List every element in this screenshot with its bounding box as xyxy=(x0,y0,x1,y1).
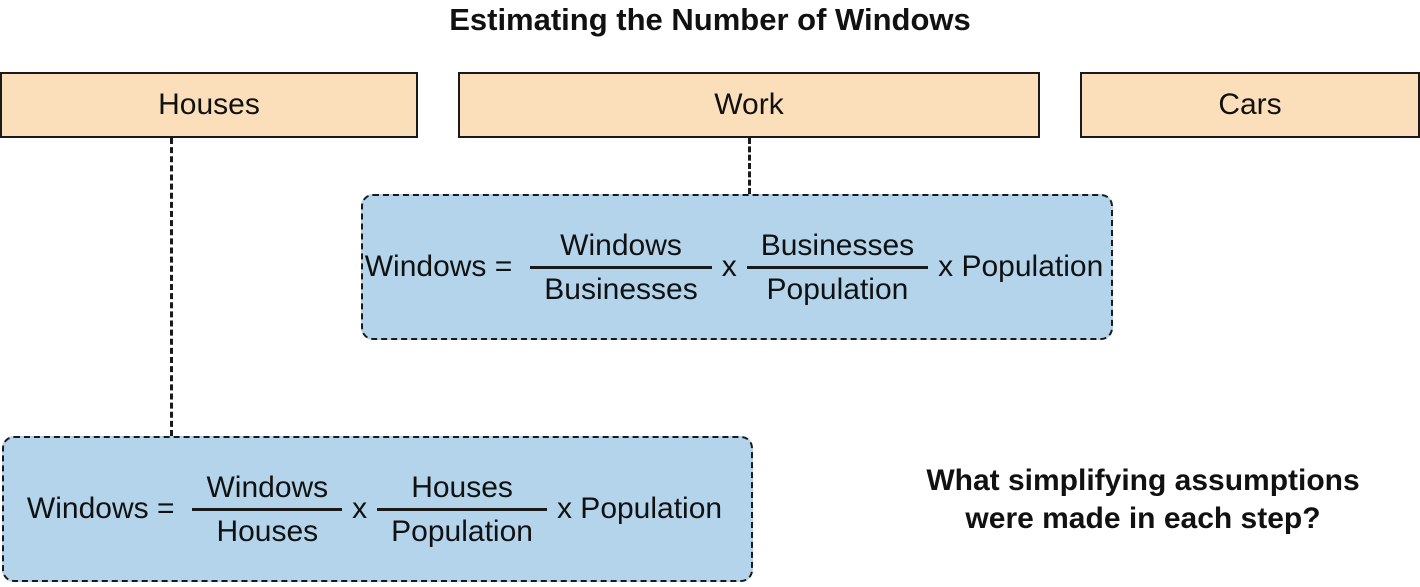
work-connector xyxy=(748,138,751,194)
fraction-denominator: Businesses xyxy=(544,272,698,306)
question-line: What simplifying assumptions xyxy=(926,464,1360,497)
multiply-operator: x xyxy=(721,250,737,283)
fraction-numerator: Windows xyxy=(192,471,343,511)
formula-tail: x Population xyxy=(938,250,1104,283)
diagram-title: Estimating the Number of Windows xyxy=(449,2,971,37)
category-houses: Houses xyxy=(0,72,418,138)
fraction-denominator: Houses xyxy=(216,514,319,548)
fraction-denominator: Population xyxy=(391,514,533,548)
assumptions-question: What simplifying assumptions were made i… xyxy=(900,462,1386,538)
fraction-numerator: Businesses xyxy=(746,229,929,269)
formula-lhs: Windows = xyxy=(364,250,513,283)
work-formula-box: Windows = Windows Businesses x Businesse… xyxy=(361,194,1113,340)
category-cars: Cars xyxy=(1080,72,1420,138)
category-work: Work xyxy=(458,72,1040,138)
fraction-businesses-per-population: Businesses Population xyxy=(746,229,929,306)
fraction-windows-per-business: Windows Businesses xyxy=(530,229,712,306)
houses-formula-box: Windows = Windows Houses x Houses Popula… xyxy=(2,436,753,582)
question-line: were made in each step? xyxy=(965,502,1321,535)
fraction-numerator: Windows xyxy=(530,229,712,269)
formula-tail: x Population xyxy=(556,492,723,525)
houses-connector xyxy=(170,138,173,436)
fraction-numerator: Houses xyxy=(377,471,547,511)
fraction-windows-per-house: Windows Houses xyxy=(192,471,343,548)
fraction-denominator: Population xyxy=(766,272,909,306)
formula-lhs: Windows = xyxy=(26,492,175,525)
fraction-houses-per-population: Houses Population xyxy=(377,471,547,548)
multiply-operator: x xyxy=(352,492,368,525)
